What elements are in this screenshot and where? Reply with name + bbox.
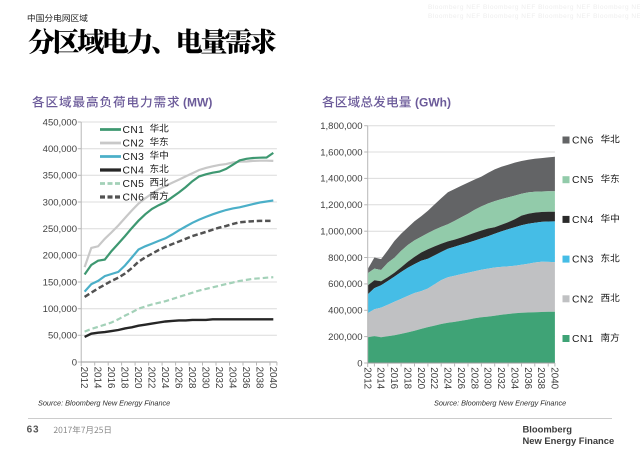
svg-text:Bloomberg NEF Bloomberg NEF: Bloomberg NEF Bloomberg NEF Bloomberg NE… — [428, 13, 640, 20]
svg-text:0: 0 — [72, 357, 77, 368]
svg-text:2012: 2012 — [361, 367, 372, 389]
svg-text:CN4: CN4 — [123, 166, 145, 177]
svg-text:2022: 2022 — [428, 367, 439, 389]
svg-text:450,000: 450,000 — [43, 117, 77, 128]
svg-text:Bloomberg NEF Bloomberg NEF: Bloomberg NEF Bloomberg NEF Bloomberg NE… — [428, 4, 640, 11]
svg-text:2030: 2030 — [482, 367, 493, 389]
svg-text:2038: 2038 — [535, 367, 546, 389]
svg-text:CN6: CN6 — [123, 193, 145, 204]
svg-text:400,000: 400,000 — [328, 306, 362, 317]
svg-text:0: 0 — [357, 358, 362, 369]
svg-text:2034: 2034 — [227, 367, 238, 389]
svg-text:2034: 2034 — [508, 367, 519, 389]
svg-text:200,000: 200,000 — [43, 251, 77, 262]
svg-text:1,000,000: 1,000,000 — [320, 227, 362, 238]
svg-text:(GWh): (GWh) — [415, 96, 451, 110]
svg-text:2038: 2038 — [253, 367, 264, 389]
svg-text:2020: 2020 — [132, 367, 143, 389]
svg-text:2026: 2026 — [173, 367, 184, 389]
svg-text:1,600,000: 1,600,000 — [320, 147, 362, 158]
svg-text:CN6: CN6 — [572, 136, 594, 147]
svg-text:New Energy Finance: New Energy Finance — [523, 435, 615, 446]
svg-text:2024: 2024 — [442, 367, 453, 389]
svg-text:2028: 2028 — [468, 367, 479, 389]
svg-text:300,000: 300,000 — [43, 197, 77, 208]
svg-text:2018: 2018 — [401, 367, 412, 389]
svg-text:2024: 2024 — [159, 367, 170, 389]
svg-text:1,800,000: 1,800,000 — [320, 121, 362, 132]
svg-text:Bloomberg: Bloomberg — [523, 424, 573, 435]
svg-text:2014: 2014 — [92, 367, 103, 389]
svg-text:2030: 2030 — [200, 367, 211, 389]
svg-text:2020: 2020 — [415, 367, 426, 389]
svg-text:1,400,000: 1,400,000 — [320, 174, 362, 185]
svg-text:2040: 2040 — [267, 367, 278, 389]
svg-text:Source: Bloomberg New Energy F: Source: Bloomberg New Energy Finance — [434, 399, 566, 408]
svg-text:CN1: CN1 — [123, 125, 145, 136]
svg-text:CN3: CN3 — [572, 255, 594, 266]
svg-text:2028: 2028 — [186, 367, 197, 389]
svg-text:200,000: 200,000 — [328, 332, 362, 343]
svg-text:2026: 2026 — [455, 367, 466, 389]
svg-text:2036: 2036 — [522, 367, 533, 389]
svg-text:(MW): (MW) — [183, 96, 212, 110]
svg-text:CN1: CN1 — [572, 334, 594, 345]
svg-text:2014: 2014 — [375, 367, 386, 389]
svg-text:50,000: 50,000 — [48, 331, 77, 342]
svg-text:CN5: CN5 — [572, 175, 594, 186]
svg-text:350,000: 350,000 — [43, 171, 77, 182]
svg-text:2022: 2022 — [146, 367, 157, 389]
svg-text:800,000: 800,000 — [328, 253, 362, 264]
svg-text:CN2: CN2 — [572, 294, 594, 305]
svg-text:400,000: 400,000 — [43, 144, 77, 155]
svg-text:CN2: CN2 — [123, 139, 145, 150]
svg-text:2032: 2032 — [495, 367, 506, 389]
svg-text:2036: 2036 — [240, 367, 251, 389]
svg-text:CN4: CN4 — [572, 215, 594, 226]
svg-text:2016: 2016 — [388, 367, 399, 389]
svg-text:1,200,000: 1,200,000 — [320, 200, 362, 211]
svg-text:150,000: 150,000 — [43, 277, 77, 288]
svg-text:100,000: 100,000 — [43, 304, 77, 315]
svg-text:2016: 2016 — [105, 367, 116, 389]
svg-text:600,000: 600,000 — [328, 279, 362, 290]
svg-text:Source: Bloomberg New Energy F: Source: Bloomberg New Energy Finance — [38, 399, 170, 408]
svg-text:CN3: CN3 — [123, 152, 145, 163]
svg-text:2012: 2012 — [78, 367, 89, 389]
svg-text:250,000: 250,000 — [43, 224, 77, 235]
svg-text:2018: 2018 — [119, 367, 130, 389]
svg-text:2032: 2032 — [213, 367, 224, 389]
svg-text:63: 63 — [27, 425, 40, 436]
svg-text:CN5: CN5 — [123, 179, 145, 190]
svg-text:2040: 2040 — [549, 367, 560, 389]
